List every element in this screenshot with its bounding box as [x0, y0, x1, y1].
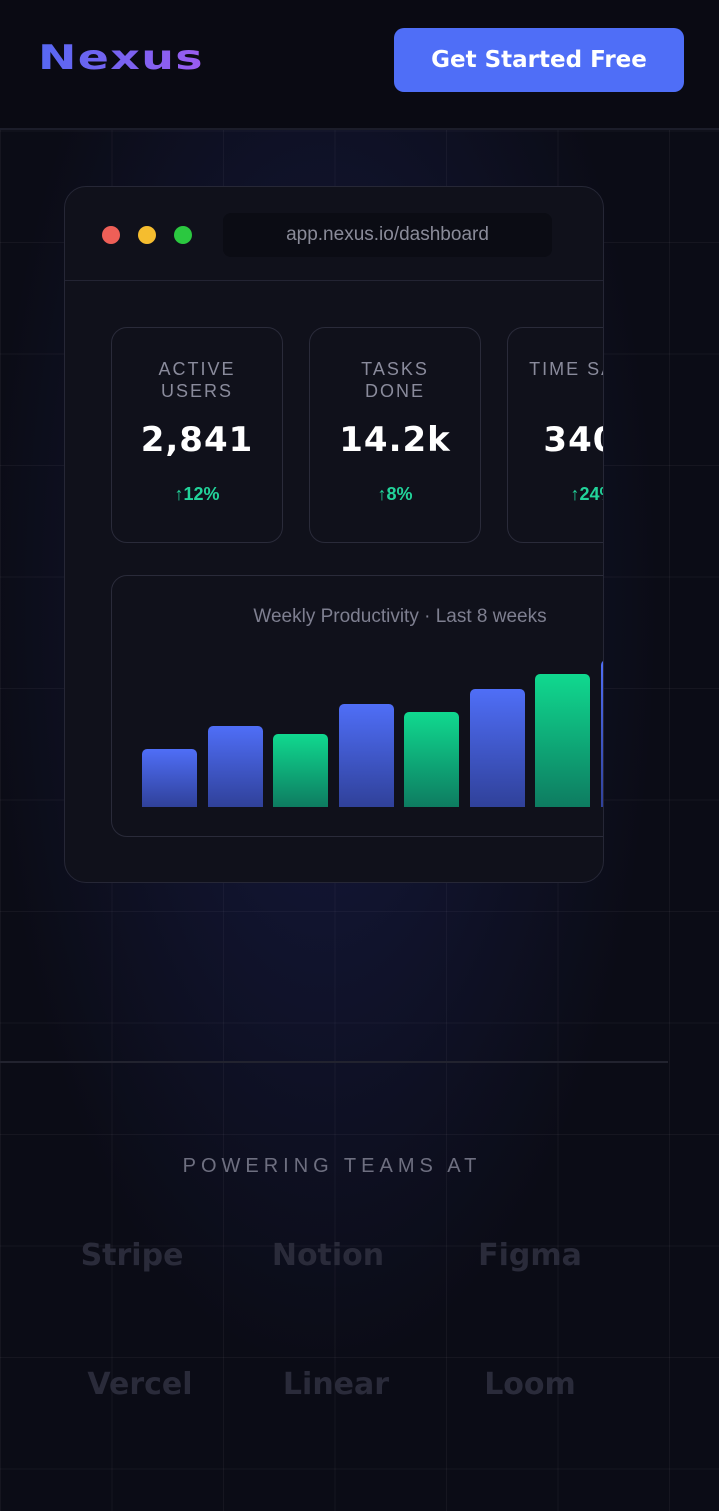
bar	[207, 726, 263, 807]
dot	[174, 226, 192, 244]
stat-card: TASKS DONE 14.2k ↑8%	[309, 327, 481, 543]
dot	[138, 226, 156, 244]
cta-button[interactable]: Get Started Free	[394, 28, 684, 92]
dashboard-window: app.nexus.io/dashboard ACTIVE USERS 2,841…	[64, 186, 604, 883]
bar	[273, 734, 328, 807]
stat-card: TIME SAVED 340h ↑24%	[507, 327, 603, 543]
bar	[469, 689, 525, 807]
stat-change: ↑24%	[570, 484, 603, 504]
brand-logo[interactable]: Stripe	[80, 1238, 184, 1273]
url: app.nexus.io/dashboard	[223, 213, 552, 257]
stat-value: 340h	[543, 420, 603, 460]
header: Nexus Get Started Free	[0, 0, 719, 130]
logo[interactable]: Nexus	[38, 38, 204, 78]
bar	[142, 749, 197, 807]
stat-card: ACTIVE USERS 2,841 ↑12%	[111, 327, 283, 543]
brand-logo[interactable]: Vercel	[87, 1367, 193, 1402]
stat-label: ACTIVE USERS	[158, 359, 236, 401]
stat-change: ↑12%	[174, 484, 220, 504]
brand-logo[interactable]: Notion	[271, 1238, 385, 1273]
chart-panel: Weekly Productivity · Last 8 weeks	[111, 575, 603, 837]
stat-value: 2,841	[140, 420, 254, 460]
divider	[0, 1061, 668, 1063]
stat-label: TIME SAVED	[529, 359, 603, 379]
title-bar: app.nexus.io/dashboard	[65, 187, 603, 281]
dot	[102, 226, 120, 244]
brand-logo[interactable]: Loom	[484, 1367, 576, 1402]
stat-label: TASKS DONE	[361, 359, 429, 401]
bar	[535, 674, 590, 807]
brand-logo[interactable]: Linear	[282, 1367, 390, 1402]
brand-logo[interactable]: Figma	[478, 1238, 582, 1273]
bar	[338, 704, 394, 807]
chart-title: Weekly Productivity · Last 8 weeks	[253, 606, 547, 627]
stat-change: ↑8%	[377, 484, 413, 504]
bar	[600, 660, 603, 807]
logos-title: POWERING TEAMS AT	[182, 1155, 482, 1177]
bar	[404, 712, 459, 807]
stat-value: 14.2k	[339, 420, 451, 460]
